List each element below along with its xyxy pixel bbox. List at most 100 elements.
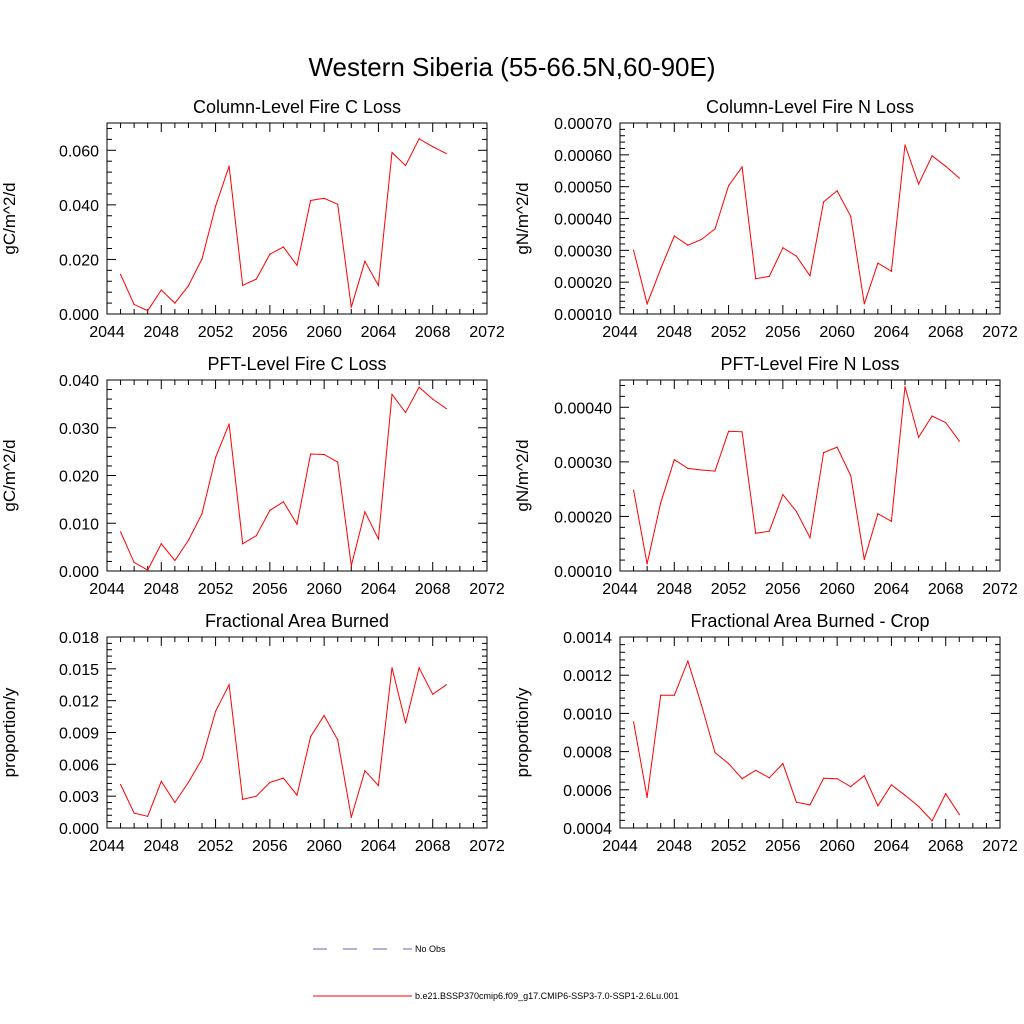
y-tick-label: 0.0006: [563, 783, 612, 800]
panel-title-column-level-fire-c-loss: Column-Level Fire C Loss: [193, 97, 401, 117]
x-tick-label: 2044: [89, 838, 125, 855]
data-point: [391, 667, 393, 669]
y-tick-label: 0.018: [59, 630, 99, 647]
data-point: [904, 385, 906, 388]
panel-title-fractional-area-burned-crop: Fractional Area Burned - Crop: [690, 611, 929, 631]
plot-frame: [619, 122, 1001, 315]
x-tick-label: 2064: [874, 581, 910, 598]
panel-pft-level-fire-c-loss: PFT-Level Fire C Loss 2044 2048 2052 2056 206…: [0, 354, 505, 598]
panels: Column-Level Fire C Loss 2044 2048 2052 2056…: [0, 97, 1018, 855]
data-point: [687, 660, 689, 662]
x-tick-label: 2064: [361, 838, 397, 855]
data-point: [768, 777, 770, 779]
data-point: [727, 763, 730, 765]
series-line: [120, 386, 447, 571]
data-point: [945, 165, 947, 167]
data-point: [958, 177, 960, 179]
y-tick-label: 0.00050: [554, 180, 612, 197]
data-point: [160, 780, 162, 782]
y-tick-label: 0.000: [59, 564, 99, 581]
data-point: [432, 398, 434, 400]
plot-frame: [106, 122, 488, 315]
data-point: [187, 285, 190, 287]
data-point: [782, 247, 784, 249]
data-point: [296, 264, 298, 267]
y-tick-label: 0.060: [59, 143, 99, 160]
data-point: [445, 408, 447, 410]
data-point: [323, 197, 325, 199]
data-point: [782, 494, 784, 496]
data-point: [632, 489, 635, 491]
x-tick-label: 2044: [89, 324, 125, 341]
data-point: [741, 778, 743, 780]
y-tick-label: 0.040: [59, 198, 99, 215]
y-tick-label: 0.009: [59, 726, 99, 743]
y-tick-label: 0.015: [59, 662, 99, 679]
x-tick-label: 2044: [602, 324, 638, 341]
data-point: [119, 273, 122, 276]
data-point: [214, 456, 217, 458]
x-tick-label: 2068: [928, 581, 964, 598]
x-tick-label: 2048: [143, 324, 179, 341]
data-point: [741, 166, 743, 168]
x-tick-label: 2056: [765, 838, 801, 855]
data-point: [377, 284, 380, 286]
y-tick-label: 0.00010: [554, 564, 612, 581]
data-point: [296, 523, 298, 525]
data-point: [741, 431, 743, 433]
data-point: [945, 793, 947, 795]
plot-frame: [106, 379, 488, 572]
x-tick-label: 2072: [982, 581, 1018, 598]
data-point: [133, 561, 135, 564]
data-point: [350, 565, 352, 567]
y-tick-label: 0.0012: [563, 668, 612, 685]
data-point: [377, 784, 380, 787]
data-point: [850, 474, 852, 477]
data-point: [404, 164, 407, 167]
x-tick-label: 2072: [469, 581, 505, 598]
y-axis-label: gN/m^2/d: [513, 182, 532, 254]
data-point: [795, 255, 798, 257]
data-point: [660, 694, 662, 696]
x-tick-label: 2052: [711, 838, 747, 855]
y-tick-label: 0.0004: [563, 821, 612, 838]
x-tick-label: 2064: [361, 581, 397, 598]
data-point: [755, 769, 757, 771]
y-tick-label: 0.00010: [554, 307, 612, 324]
page-title: Western Siberia (55-66.5N,60-90E): [308, 52, 715, 82]
data-point: [917, 183, 920, 185]
x-tick-label: 2056: [252, 838, 288, 855]
data-point: [673, 694, 675, 696]
data-point: [863, 775, 865, 777]
data-point: [391, 393, 393, 395]
data-point: [432, 146, 434, 148]
data-point: [673, 235, 675, 237]
series-line: [633, 144, 960, 306]
y-tick-label: 0.000: [59, 307, 99, 324]
data-point: [214, 710, 217, 712]
data-point: [323, 714, 325, 717]
x-tick-label: 2060: [819, 324, 855, 341]
legend-label-model-run: b.e21.BSSP370cmip6.f09_g17.CMIP6-SSP3-7.…: [415, 991, 679, 1001]
y-axis-label: gC/m^2/d: [0, 439, 19, 511]
data-point: [364, 511, 366, 513]
data-point: [958, 813, 960, 816]
data-point: [228, 165, 230, 167]
x-tick-label: 2044: [89, 581, 125, 598]
plot-frame: [619, 379, 1001, 572]
y-tick-label: 0.000: [59, 821, 99, 838]
x-tick-label: 2072: [982, 838, 1018, 855]
data-point: [809, 804, 811, 806]
data-point: [632, 249, 635, 251]
data-point: [418, 667, 420, 669]
panel-column-level-fire-c-loss: Column-Level Fire C Loss 2044 2048 2052 2056…: [0, 97, 505, 341]
data-point: [877, 805, 879, 807]
data-point: [727, 185, 730, 187]
y-tick-label: 0.0008: [563, 745, 612, 762]
data-point: [836, 446, 838, 448]
data-point: [700, 238, 703, 241]
data-point: [242, 543, 244, 545]
y-tick-label: 0.00030: [554, 243, 612, 260]
series-line: [120, 138, 447, 312]
data-point: [700, 469, 703, 471]
